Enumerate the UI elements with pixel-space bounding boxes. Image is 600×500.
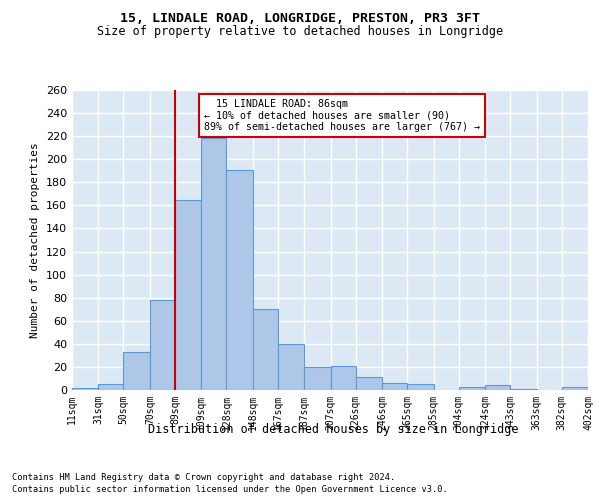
Bar — [124, 352, 150, 390]
Bar — [458, 386, 485, 390]
Text: 15, LINDALE ROAD, LONGRIDGE, PRESTON, PR3 3FT: 15, LINDALE ROAD, LONGRIDGE, PRESTON, PR… — [120, 12, 480, 26]
Bar — [72, 388, 98, 390]
Bar — [202, 138, 226, 390]
Bar — [356, 378, 382, 390]
Bar — [98, 384, 124, 390]
Text: Contains HM Land Registry data © Crown copyright and database right 2024.: Contains HM Land Registry data © Crown c… — [12, 472, 395, 482]
Bar — [562, 386, 588, 390]
Text: 15 LINDALE ROAD: 86sqm
← 10% of detached houses are smaller (90)
89% of semi-det: 15 LINDALE ROAD: 86sqm ← 10% of detached… — [203, 99, 479, 132]
Bar — [407, 384, 434, 390]
Bar — [278, 344, 304, 390]
Bar — [510, 389, 536, 390]
Y-axis label: Number of detached properties: Number of detached properties — [31, 142, 40, 338]
Text: Distribution of detached houses by size in Longridge: Distribution of detached houses by size … — [148, 422, 518, 436]
Bar — [175, 200, 202, 390]
Bar — [304, 367, 331, 390]
Text: Contains public sector information licensed under the Open Government Licence v3: Contains public sector information licen… — [12, 485, 448, 494]
Bar — [150, 300, 175, 390]
Bar — [253, 309, 278, 390]
Bar — [485, 386, 510, 390]
Bar — [382, 383, 407, 390]
Bar — [331, 366, 356, 390]
Text: Size of property relative to detached houses in Longridge: Size of property relative to detached ho… — [97, 25, 503, 38]
Bar — [226, 170, 253, 390]
